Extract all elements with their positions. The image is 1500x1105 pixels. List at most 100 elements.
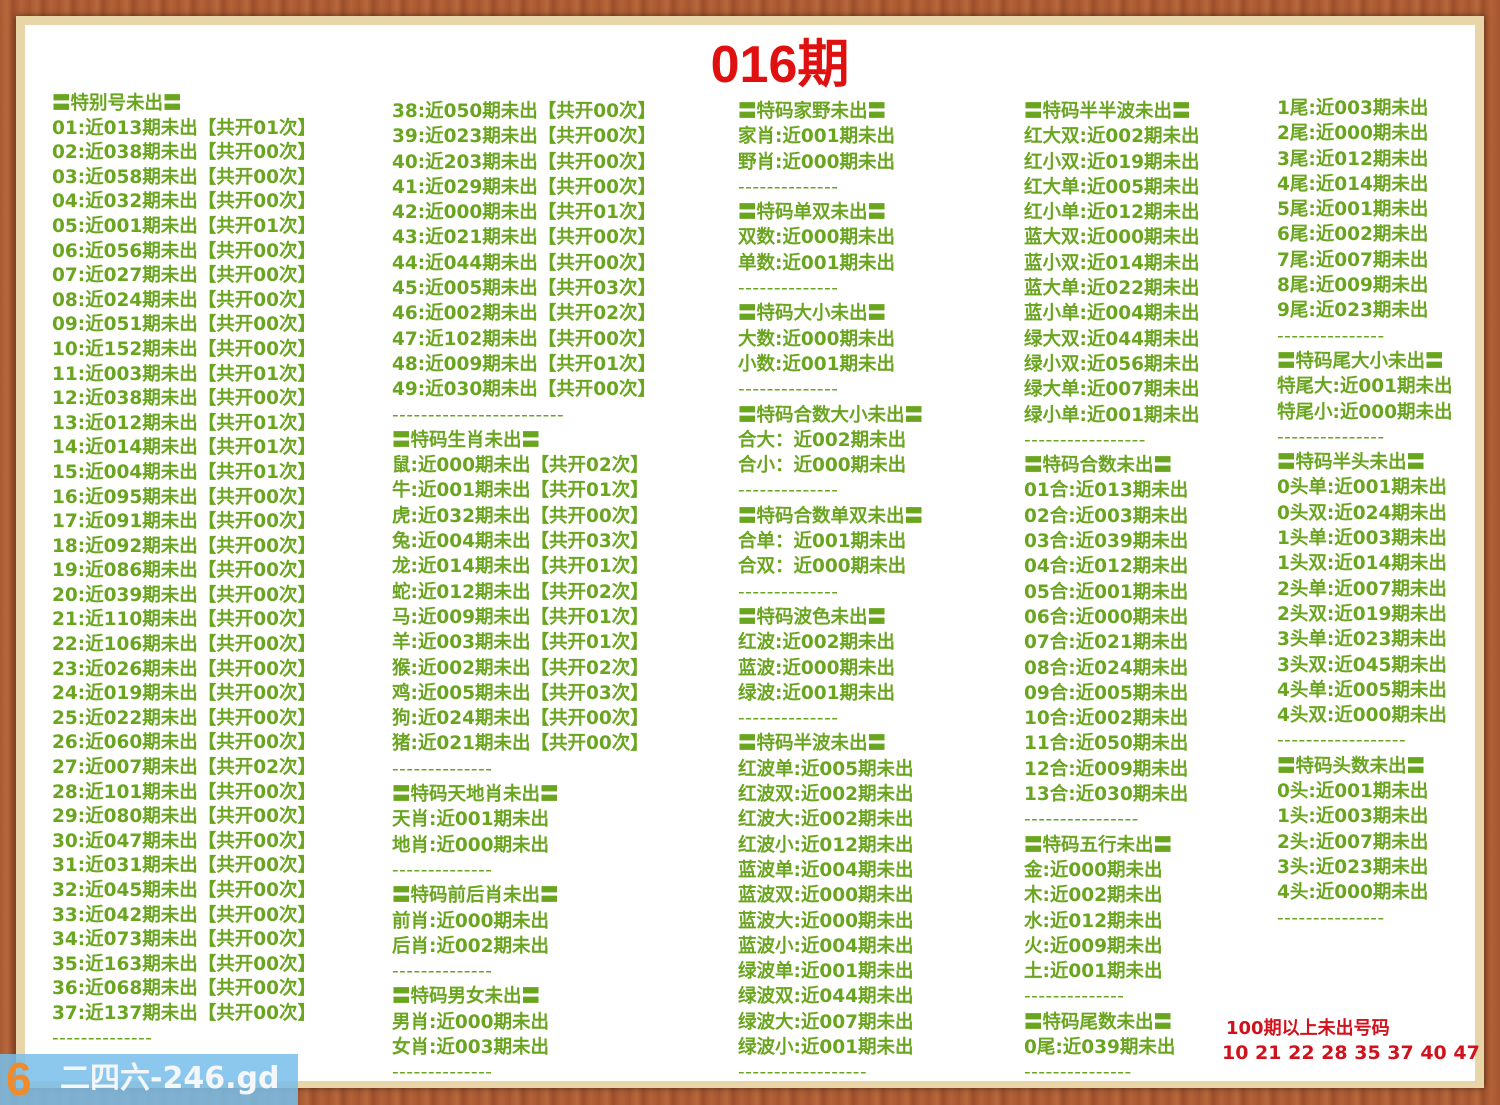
list-item: 01:近013期未出【共开01次】 — [52, 117, 317, 139]
list-item: 17:近091期未出【共开00次】 — [52, 511, 317, 533]
list-item: 35:近163期未出【共开00次】 — [52, 953, 317, 975]
separator: --------------- — [1277, 325, 1385, 347]
list-item: 27:近007期未出【共开02次】 — [52, 757, 317, 779]
separator: -------------- — [392, 1062, 493, 1084]
list-item: 红小单:近012期未出 — [1024, 202, 1200, 224]
list-item: 前肖:近000期未出 — [392, 910, 550, 932]
list-item: 虎:近032期未出【共开00次】 — [392, 505, 649, 527]
separator: ------------------ — [1277, 730, 1407, 752]
separator: ------------------ — [738, 1062, 868, 1084]
list-item: 绿大单:近007期未出 — [1024, 379, 1200, 401]
list-item: 红大单:近005期未出 — [1024, 176, 1200, 198]
list-item: 41:近029期未出【共开00次】 — [392, 176, 657, 198]
list-item: 地肖:近000期未出 — [392, 834, 550, 856]
list-item: 1尾:近003期未出 — [1277, 98, 1429, 119]
list-item: 3尾:近012期未出 — [1277, 148, 1429, 170]
list-item: 0头:近001期未出 — [1277, 781, 1429, 803]
list-item: 4尾:近014期未出 — [1277, 173, 1429, 195]
list-item: 06:近056期未出【共开00次】 — [52, 240, 317, 262]
list-item: 羊:近003期未出【共开01次】 — [392, 632, 649, 654]
list-item: 25:近022期未出【共开00次】 — [52, 707, 317, 729]
list-item: 39:近023期未出【共开00次】 — [392, 126, 657, 148]
column-special-number: 〓特别号未出〓 01:近013期未出【共开01次】 02:近038期未出【共开00次… — [52, 92, 316, 1051]
list-item: 4头:近000期未出 — [1277, 882, 1429, 904]
list-item: 马:近009期未出【共开01次】 — [392, 606, 649, 628]
list-item: 蓝大双:近000期未出 — [1024, 227, 1200, 249]
list-item: 合双：近000期未出 — [738, 556, 907, 578]
list-item: 红波双:近002期未出 — [738, 784, 914, 806]
separator: --------------- — [1277, 907, 1385, 929]
list-item: 金:近000期未出 — [1024, 859, 1163, 881]
list-item: 木:近002期未出 — [1024, 885, 1163, 907]
list-item: 08合:近024期未出 — [1024, 657, 1189, 679]
list-item: 10合:近002期未出 — [1024, 708, 1189, 730]
list-item: 狗:近024期未出【共开00次】 — [392, 708, 649, 730]
list-item: 04:近032期未出【共开00次】 — [52, 191, 317, 213]
list-item: 46:近002期未出【共开02次】 — [392, 303, 657, 325]
list-item: 蓝波单:近004期未出 — [738, 859, 914, 881]
list-item: 0头双:近024期未出 — [1277, 502, 1447, 524]
list-item: 猴:近002期未出【共开02次】 — [392, 657, 649, 679]
list-item: 火:近009期未出 — [1024, 935, 1163, 957]
column-half-wave-sum: 〓特码半半波未出〓 红大双:近002期未出 红小双:近019期未出 红大单:近005期… — [1024, 99, 1200, 1086]
list-item: 蓝波大:近000期未出 — [738, 910, 914, 932]
list-item: 鸡:近005期未出【共开03次】 — [392, 682, 649, 704]
list-item: 9尾:近023期未出 — [1277, 300, 1429, 322]
list-item: 30:近047期未出【共开00次】 — [52, 830, 317, 852]
list-item: 09:近051期未出【共开00次】 — [52, 314, 317, 336]
list-item: 45:近005期未出【共开03次】 — [392, 278, 657, 300]
list-item: 后肖:近002期未出 — [392, 935, 550, 957]
list-item: 03合:近039期未出 — [1024, 531, 1189, 553]
logo-six-icon: 6 — [6, 1053, 32, 1105]
content-panel — [25, 25, 1475, 1081]
list-item: 48:近009期未出【共开01次】 — [392, 353, 657, 375]
list-item: 07合:近021期未出 — [1024, 632, 1189, 654]
list-item: 05:近001期未出【共开01次】 — [52, 215, 317, 237]
column-zodiac: 38:近050期未出【共开00次】 39:近023期未出【共开00次】 40:近20… — [392, 99, 656, 1086]
list-item: 23:近026期未出【共开00次】 — [52, 658, 317, 680]
list-item: 龙:近014期未出【共开01次】 — [392, 556, 649, 578]
list-item: 12:近038期未出【共开00次】 — [52, 388, 317, 410]
list-item: 47:近102期未出【共开00次】 — [392, 328, 657, 350]
list-item: 绿波双:近044期未出 — [738, 986, 914, 1008]
list-item: 10:近152期未出【共开00次】 — [52, 338, 317, 360]
over-100-numbers: 10 21 22 28 35 37 40 47 — [1222, 1042, 1480, 1064]
list-item: 15:近004期未出【共开01次】 — [52, 461, 317, 483]
list-item: 水:近012期未出 — [1024, 910, 1163, 932]
list-item: 鼠:近000期未出【共开02次】 — [392, 455, 649, 477]
section-header: 〓特别号未出〓 — [52, 93, 182, 114]
section-header: 〓特码半头未出〓 — [1277, 452, 1426, 474]
list-item: 20:近039期未出【共开00次】 — [52, 584, 317, 606]
section-header: 〓特码家野未出〓 — [738, 101, 887, 122]
list-item: 牛:近001期未出【共开01次】 — [392, 480, 649, 502]
list-item: 44:近044期未出【共开00次】 — [392, 252, 657, 274]
column-tail-head: 1尾:近003期未出 2尾:近000期未出 3尾:近012期未出 4尾:近014期未出… — [1277, 96, 1453, 931]
list-item: 07:近027期未出【共开00次】 — [52, 265, 317, 287]
separator: -------------- — [52, 1027, 153, 1049]
list-item: 14:近014期未出【共开01次】 — [52, 437, 317, 459]
list-item: 蓝波双:近000期未出 — [738, 885, 914, 907]
issue-title: 016期 — [710, 36, 850, 94]
list-item: 02合:近003期未出 — [1024, 505, 1189, 527]
list-item: 37:近137期未出【共开00次】 — [52, 1002, 317, 1024]
list-item: 06合:近000期未出 — [1024, 606, 1189, 628]
list-item: 红波单:近005期未出 — [738, 758, 914, 780]
list-item: 红波大:近002期未出 — [738, 809, 914, 831]
list-item: 29:近080期未出【共开00次】 — [52, 806, 317, 828]
over-100-unseen-block: 100期以上未出号码 10 21 22 28 35 37 40 47 — [1222, 1016, 1480, 1066]
list-item: 蓝波:近000期未出 — [738, 657, 896, 679]
list-item: 红小双:近019期未出 — [1024, 151, 1200, 173]
separator: -------------- — [738, 581, 839, 603]
list-item: 02:近038期未出【共开00次】 — [52, 142, 317, 164]
list-item: 2尾:近000期未出 — [1277, 123, 1429, 145]
section-header: 〓特码合数未出〓 — [1024, 455, 1173, 477]
list-item: 26:近060期未出【共开00次】 — [52, 732, 317, 754]
list-item: 18:近092期未出【共开00次】 — [52, 535, 317, 557]
section-header: 〓特码尾数未出〓 — [1024, 1011, 1173, 1033]
separator: ----------------- — [1024, 429, 1146, 451]
section-header: 〓特码头数未出〓 — [1277, 755, 1426, 777]
section-header: 〓特码前后肖未出〓 — [392, 885, 559, 907]
list-item: 2头:近007期未出 — [1277, 831, 1429, 853]
list-item: 绿小双:近056期未出 — [1024, 353, 1200, 375]
list-item: 猪:近021期未出【共开00次】 — [392, 733, 649, 755]
